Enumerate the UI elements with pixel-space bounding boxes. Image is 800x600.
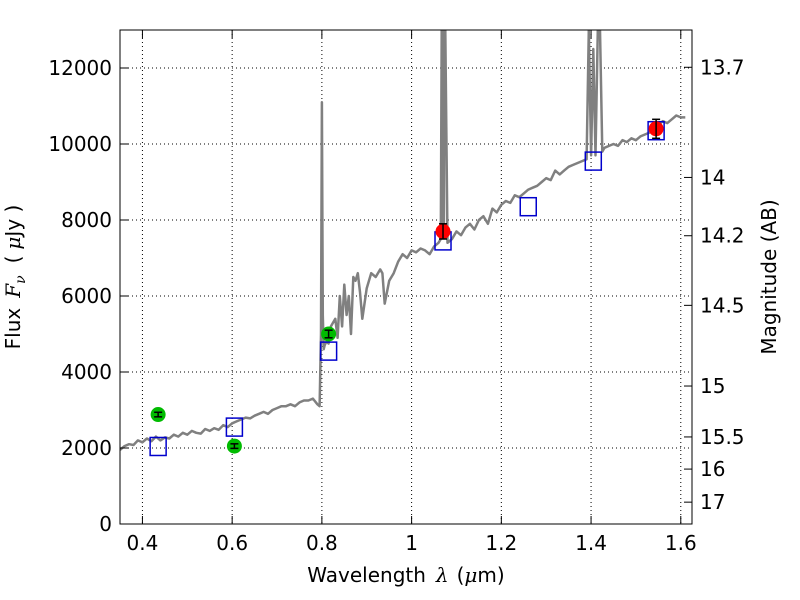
x-axis-label: Wavelength λ (μm) xyxy=(307,563,504,587)
y2-tick-label: 13.7 xyxy=(700,55,745,79)
x-tick-label: 1.6 xyxy=(665,531,697,555)
y2-tick-label: 14.2 xyxy=(700,224,745,248)
y-tick-label: 10000 xyxy=(48,132,112,156)
model-square-marker xyxy=(519,196,538,217)
axis-ticks: 0.4 0.6 0.8 1 1.2 1.4 1.6 0 2000 4000 6000 8000 1000… xyxy=(48,30,745,555)
y-tick-label: 2000 xyxy=(61,436,112,460)
x-tick-label: 0.4 xyxy=(127,531,159,555)
y2-tick-label: 17 xyxy=(700,490,725,514)
y2-axis-label: Magnitude (AB) xyxy=(757,199,781,354)
model-square-marker xyxy=(319,341,338,361)
model-square-marker xyxy=(584,151,603,171)
x-tick-label: 1.4 xyxy=(575,531,607,555)
y2-tick-label: 14 xyxy=(700,165,725,189)
spectrum-line xyxy=(120,30,686,451)
spectrum-layer xyxy=(120,30,686,451)
photometry-points xyxy=(149,118,665,457)
plot-frame xyxy=(119,29,693,525)
y2-tick-label: 14.5 xyxy=(700,293,745,317)
y-tick-label: 12000 xyxy=(48,56,112,80)
model-square-marker xyxy=(149,436,167,457)
y-tick-label: 0 xyxy=(99,512,112,536)
y2-tick-label: 15.5 xyxy=(700,425,745,449)
model-square-marker xyxy=(225,417,244,437)
y-tick-label: 6000 xyxy=(61,284,112,308)
y-tick-label: 8000 xyxy=(61,208,112,232)
x-tick-label: 1.2 xyxy=(485,531,517,555)
x-tick-label: 1 xyxy=(405,531,418,555)
y-axis-label: FluxFν(μJy ) xyxy=(1,205,29,350)
y2-tick-label: 15 xyxy=(700,374,725,398)
grid xyxy=(120,30,692,525)
y-tick-label: 4000 xyxy=(61,360,112,384)
x-tick-label: 0.8 xyxy=(306,531,338,555)
x-tick-label: 0.6 xyxy=(216,531,248,555)
y2-tick-label: 16 xyxy=(700,457,725,481)
